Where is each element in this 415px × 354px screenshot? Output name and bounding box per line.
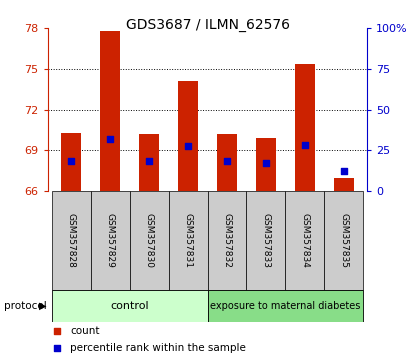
Bar <box>61 133 81 191</box>
Text: ▶: ▶ <box>39 301 46 311</box>
Point <box>291 127 298 132</box>
Bar <box>208 290 364 322</box>
Text: GSM357830: GSM357830 <box>144 213 154 268</box>
Text: GSM357833: GSM357833 <box>261 213 271 268</box>
Point <box>291 277 298 283</box>
Point <box>185 144 191 149</box>
Bar <box>286 191 325 290</box>
Text: GSM357835: GSM357835 <box>339 213 349 268</box>
Bar <box>325 191 364 290</box>
Bar <box>90 191 129 290</box>
Bar <box>100 31 120 191</box>
Bar <box>247 191 286 290</box>
Text: percentile rank within the sample: percentile rank within the sample <box>70 343 246 353</box>
Point <box>263 160 269 166</box>
Text: count: count <box>70 326 100 336</box>
Text: protocol: protocol <box>4 301 47 311</box>
Text: GDS3687 / ILMN_62576: GDS3687 / ILMN_62576 <box>125 18 290 32</box>
Point <box>146 159 152 164</box>
Bar <box>178 81 198 191</box>
Point <box>302 142 308 148</box>
Bar <box>51 191 90 290</box>
Bar <box>51 290 208 322</box>
Bar <box>295 64 315 191</box>
Text: exposure to maternal diabetes: exposure to maternal diabetes <box>210 301 361 311</box>
Text: GSM357834: GSM357834 <box>300 213 310 268</box>
Text: GSM357829: GSM357829 <box>105 213 115 268</box>
Bar <box>139 134 159 191</box>
Point <box>224 159 230 164</box>
Point <box>107 136 113 142</box>
Bar <box>217 134 237 191</box>
Bar <box>208 191 247 290</box>
Point <box>68 159 74 164</box>
Text: GSM357832: GSM357832 <box>222 213 232 268</box>
Text: GSM357828: GSM357828 <box>66 213 76 268</box>
Bar <box>334 178 354 191</box>
Bar <box>256 138 276 191</box>
Point <box>341 168 347 173</box>
Bar <box>168 191 208 290</box>
Text: GSM357831: GSM357831 <box>183 213 193 268</box>
Bar <box>129 191 168 290</box>
Text: control: control <box>110 301 149 311</box>
